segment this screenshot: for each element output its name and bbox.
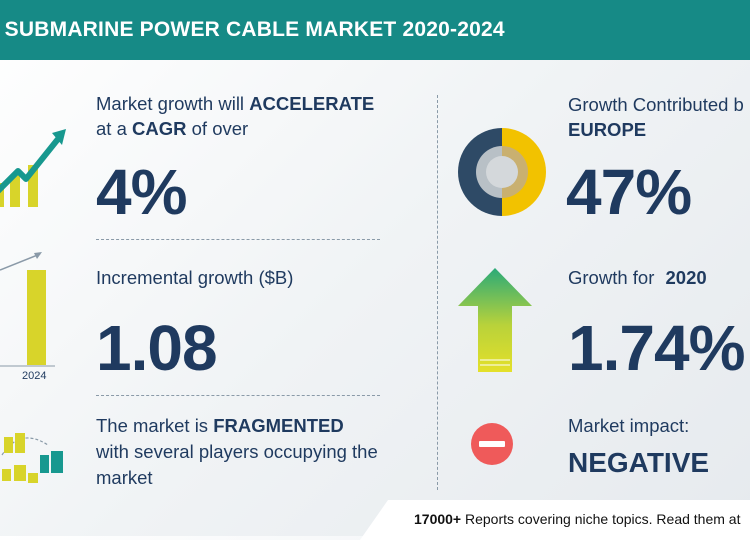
region-name: EUROPE <box>568 119 647 140</box>
cagr-label-line1: Market growth will ACCELERATE <box>96 93 375 114</box>
page-title: L SUBMARINE POWER CABLE MARKET 2020-2024 <box>0 0 750 60</box>
buildings-icon <box>1 433 63 483</box>
divider <box>96 239 380 240</box>
incremental-bar-icon <box>0 252 55 367</box>
impact-label: Market impact: <box>568 415 690 436</box>
region-value: 47% <box>566 156 692 228</box>
impact-value: NEGATIVE <box>568 447 710 478</box>
growth-chart-icon <box>0 129 66 207</box>
fragmented-line2: with several players occupying the <box>96 441 378 462</box>
year-label-2024: 2024 <box>22 370 47 382</box>
vertical-divider <box>437 95 438 490</box>
cagr-label-line2: at a CAGR of over <box>96 118 249 139</box>
fragmented-line3: market <box>96 467 153 488</box>
region-label: Growth Contributed b <box>568 94 744 115</box>
minus-circle-icon <box>471 423 513 465</box>
yoy-label: Growth for 2020 <box>568 267 707 288</box>
footer-banner <box>360 500 750 540</box>
fragmented-line1: The market is FRAGMENTED <box>96 415 344 436</box>
cagr-value: 4% <box>96 156 187 228</box>
donut-chart-icon <box>458 128 546 216</box>
incremental-label: Incremental growth ($B) <box>96 267 294 288</box>
up-arrow-icon <box>458 268 532 372</box>
yoy-value: 1.74% <box>568 312 745 384</box>
incremental-value: 1.08 <box>96 312 218 384</box>
divider <box>96 395 380 396</box>
footer-text[interactable]: 17000+ Reports covering niche topics. Re… <box>414 511 741 527</box>
